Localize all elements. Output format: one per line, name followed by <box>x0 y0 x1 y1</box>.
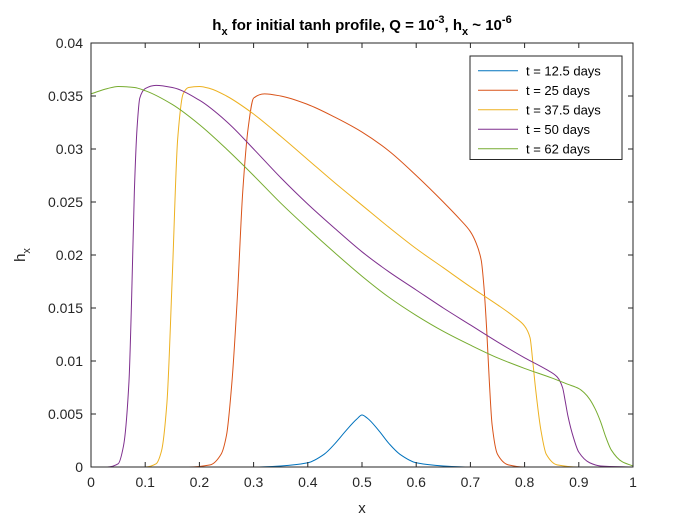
y-tick-label: 0.02 <box>56 247 83 263</box>
title-part: , h <box>445 17 463 34</box>
tick-labels: 0 0.1 0.2 0.3 0.4 0.5 0.6 0.7 0.8 0.9 1 0 0.005 0.01 0… <box>48 35 637 490</box>
x-tick-label: 0.3 <box>244 474 264 490</box>
legend-label-4: t = 50 days <box>526 122 590 137</box>
y-axis-label-main: h <box>12 254 29 262</box>
x-axis-label: x <box>358 500 366 517</box>
y-tick-label: 0.04 <box>56 35 83 51</box>
chart-title: hx for initial tanh profile, Q = 10-3, h… <box>212 14 511 38</box>
x-tick-label: 0.8 <box>515 474 535 490</box>
x-tick-label: 0.4 <box>298 474 318 490</box>
title-part: x <box>462 26 469 38</box>
series-line-5 <box>90 85 634 467</box>
legend-label-5: t = 62 days <box>526 141 590 156</box>
y-tick-label: 0 <box>75 459 83 475</box>
x-tick-label: 0 <box>87 474 95 490</box>
legend: t = 12.5 days t = 25 days t = 37.5 days t =… <box>469 55 623 160</box>
y-axis-label: hx <box>12 248 33 262</box>
series-line-3 <box>90 85 633 468</box>
x-tick-label: 0.5 <box>352 474 372 490</box>
series-line-1 <box>90 414 633 468</box>
y-tick-label: 0.03 <box>56 141 83 157</box>
title-part: -3 <box>435 14 445 26</box>
legend-label-3: t = 37.5 days <box>526 102 601 117</box>
x-tick-label: 0.1 <box>135 474 155 490</box>
series-line-2 <box>90 93 633 468</box>
legend-label-1: t = 12.5 days <box>526 63 601 78</box>
y-tick-label: 0.01 <box>56 353 83 369</box>
legend-box <box>469 55 623 160</box>
title-part: h <box>212 17 221 34</box>
x-tick-label: 0.2 <box>190 474 210 490</box>
title-part: x <box>221 26 228 38</box>
x-tick-label: 0.7 <box>461 474 481 490</box>
title-part: -6 <box>502 14 512 26</box>
series-line-4 <box>90 84 634 468</box>
title-part: for initial tanh profile, Q = 10 <box>228 17 435 34</box>
x-tick-label: 0.9 <box>569 474 589 490</box>
y-tick-label: 0.005 <box>48 406 83 422</box>
title-part: ~ 10 <box>468 17 502 34</box>
y-tick-label: 0.035 <box>48 88 83 104</box>
y-axis-label-sub: x <box>21 248 33 254</box>
series-layer <box>90 84 634 468</box>
y-tick-label: 0.015 <box>48 300 83 316</box>
y-tick-label: 0.025 <box>48 194 83 210</box>
x-tick-label: 0.6 <box>406 474 426 490</box>
x-tick-label: 1 <box>629 474 637 490</box>
legend-label-2: t = 25 days <box>526 83 590 98</box>
axes-layer <box>90 42 634 468</box>
